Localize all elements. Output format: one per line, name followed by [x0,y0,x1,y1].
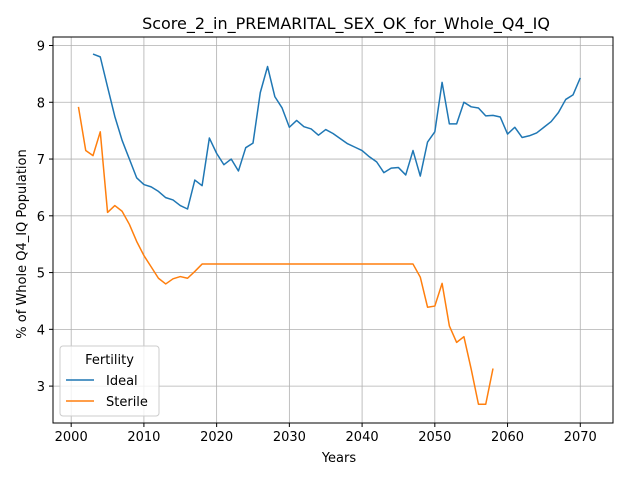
y-tick-label: 3 [37,380,45,395]
x-tick-label: 2050 [418,430,451,445]
legend-label-ideal: Ideal [106,374,138,389]
y-tick-label: 9 [37,40,45,55]
legend-title: Fertility [85,353,134,368]
x-tick-label: 2060 [491,430,524,445]
x-tick-label: 2000 [55,430,88,445]
y-tick-label: 6 [37,210,45,225]
chart-title: Score_2_in_PREMARITAL_SEX_OK_for_Whole_Q… [142,14,550,34]
x-tick-label: 2070 [564,430,597,445]
x-axis: 2000 2010 2020 2030 2040 2050 2060 2070 [55,423,597,445]
series-layer [77,53,581,406]
x-tick-label: 2020 [200,430,233,445]
y-tick-label: 5 [37,267,45,282]
x-tick-label: 2030 [273,430,306,445]
y-tick-label: 4 [37,323,45,338]
series-line-ideal [92,53,581,210]
y-axis: 3 4 5 6 7 8 9 [37,40,53,395]
grid-lines [53,37,613,423]
plot-frame [52,36,614,424]
y-tick-label: 7 [37,153,45,168]
x-tick-label: 2010 [127,430,160,445]
series-line-sterile [77,106,494,406]
x-tick-label: 2040 [346,430,379,445]
legend-box [59,345,160,417]
legend: Fertility Ideal Sterile [59,345,160,417]
legend-label-sterile: Sterile [106,395,148,410]
y-tick-label: 8 [37,96,45,111]
x-axis-label: Years [321,451,357,466]
y-axis-label: % of Whole Q4_IQ Population [15,149,30,338]
